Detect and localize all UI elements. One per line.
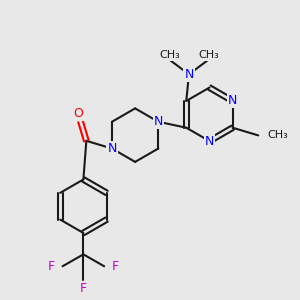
Text: CH₃: CH₃ [267, 130, 288, 140]
Text: CH₃: CH₃ [198, 50, 219, 60]
Text: N: N [184, 68, 194, 81]
Text: O: O [73, 106, 83, 120]
Text: F: F [80, 282, 87, 295]
Text: F: F [48, 260, 55, 273]
Text: N: N [107, 142, 117, 155]
Text: N: N [205, 135, 214, 148]
Text: N: N [228, 94, 237, 107]
Text: N: N [154, 115, 163, 128]
Text: CH₃: CH₃ [159, 50, 180, 60]
Text: F: F [112, 260, 119, 273]
